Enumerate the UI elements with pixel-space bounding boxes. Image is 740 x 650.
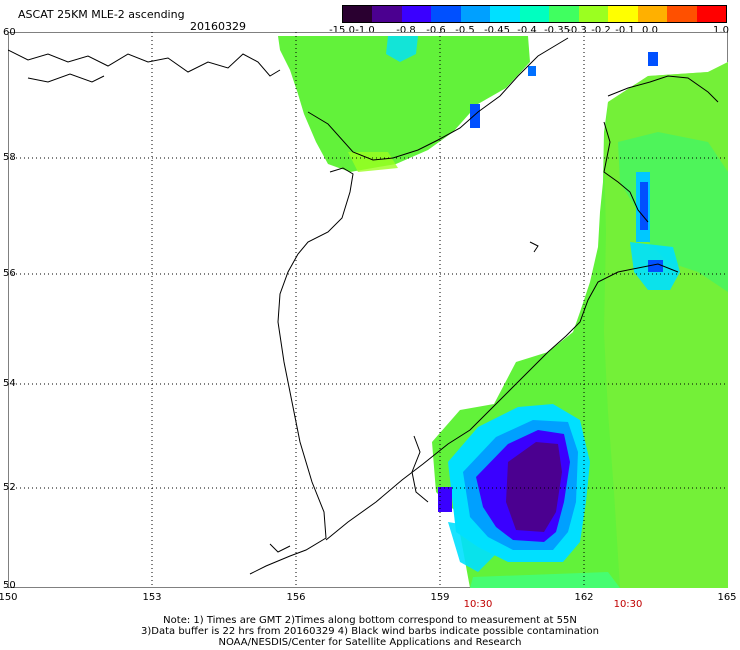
colorbar-tick-label: -0.1 [615, 25, 635, 36]
lon-label-162: 162 [574, 592, 594, 603]
colorbar-segment [490, 6, 520, 22]
colorbar-tick-label: 1.0 [713, 25, 729, 36]
lon-label-153: 153 [142, 592, 162, 603]
colorbar-segment [549, 6, 579, 22]
note-line-1: Note: 1) Times are GMT 2)Times along bot… [163, 615, 577, 626]
map-date: 20160329 [190, 20, 246, 33]
colorbar-tick-label: -0.4 [517, 25, 537, 36]
colorbar-tick-label: -1.0 [355, 25, 375, 36]
colorbar-tick-label: -0.6 [426, 25, 446, 36]
time-label-2: 10:30 [613, 599, 643, 610]
lat-label-58: 58 [3, 152, 16, 163]
lon-label-156: 156 [286, 592, 306, 603]
colorbar-tick-labels: -15.0 -1.0 -0.8 -0.6 -0.5 -0.45 -0.4 -0.35 -0.3-… [320, 25, 740, 37]
footer-notes: Note: 1) Times are GMT 2)Times along bot… [0, 615, 740, 648]
lon-label-150: 150 [0, 592, 18, 603]
lat-label-54: 54 [3, 378, 16, 389]
colorbar-segment [608, 6, 638, 22]
colorbar-segment [637, 6, 668, 22]
lat-label-50: 50 [3, 580, 16, 591]
colorbar-tick-label: -0.45 [484, 25, 510, 36]
colorbar-segment [372, 6, 402, 22]
colorbar-tick-label: -0.5 [455, 25, 475, 36]
map-plot [8, 32, 728, 588]
lat-label-52: 52 [3, 482, 16, 493]
colorbar-tick-label: -15.0 [329, 25, 355, 36]
colorbar-segment [696, 6, 727, 22]
colorbar-segment [667, 6, 697, 22]
colorbar-segment [401, 6, 432, 22]
graticule [8, 32, 728, 588]
colorbar-segment [519, 6, 550, 22]
time-label-1: 10:30 [463, 599, 493, 610]
colorbar-tick-label: -0.35 [544, 25, 570, 36]
colorbar-tick-label: -0.3 [567, 25, 587, 36]
coastlines [8, 37, 719, 575]
colorbar [342, 5, 727, 23]
map-title: ASCAT 25KM MLE-2 ascending [18, 8, 185, 21]
colorbar-tick-label: -0.8 [396, 25, 416, 36]
lat-label-56: 56 [3, 268, 16, 279]
lat-label-60: 60 [3, 27, 16, 38]
note-line-3: NOAA/NESDIS/Center for Satellite Applica… [218, 637, 522, 648]
colorbar-segment [343, 6, 373, 22]
colorbar-tick-label: 0.0 [642, 25, 658, 36]
colorbar-segment [431, 6, 461, 22]
colorbar-segment [578, 6, 609, 22]
lon-label-165: 165 [717, 592, 737, 603]
note-line-2: 3)Data buffer is 22 hrs from 20160329 4)… [141, 626, 599, 637]
colorbar-segment [460, 6, 491, 22]
colorbar-tick-label: -0.2 [591, 25, 611, 36]
lon-label-159: 159 [430, 592, 450, 603]
